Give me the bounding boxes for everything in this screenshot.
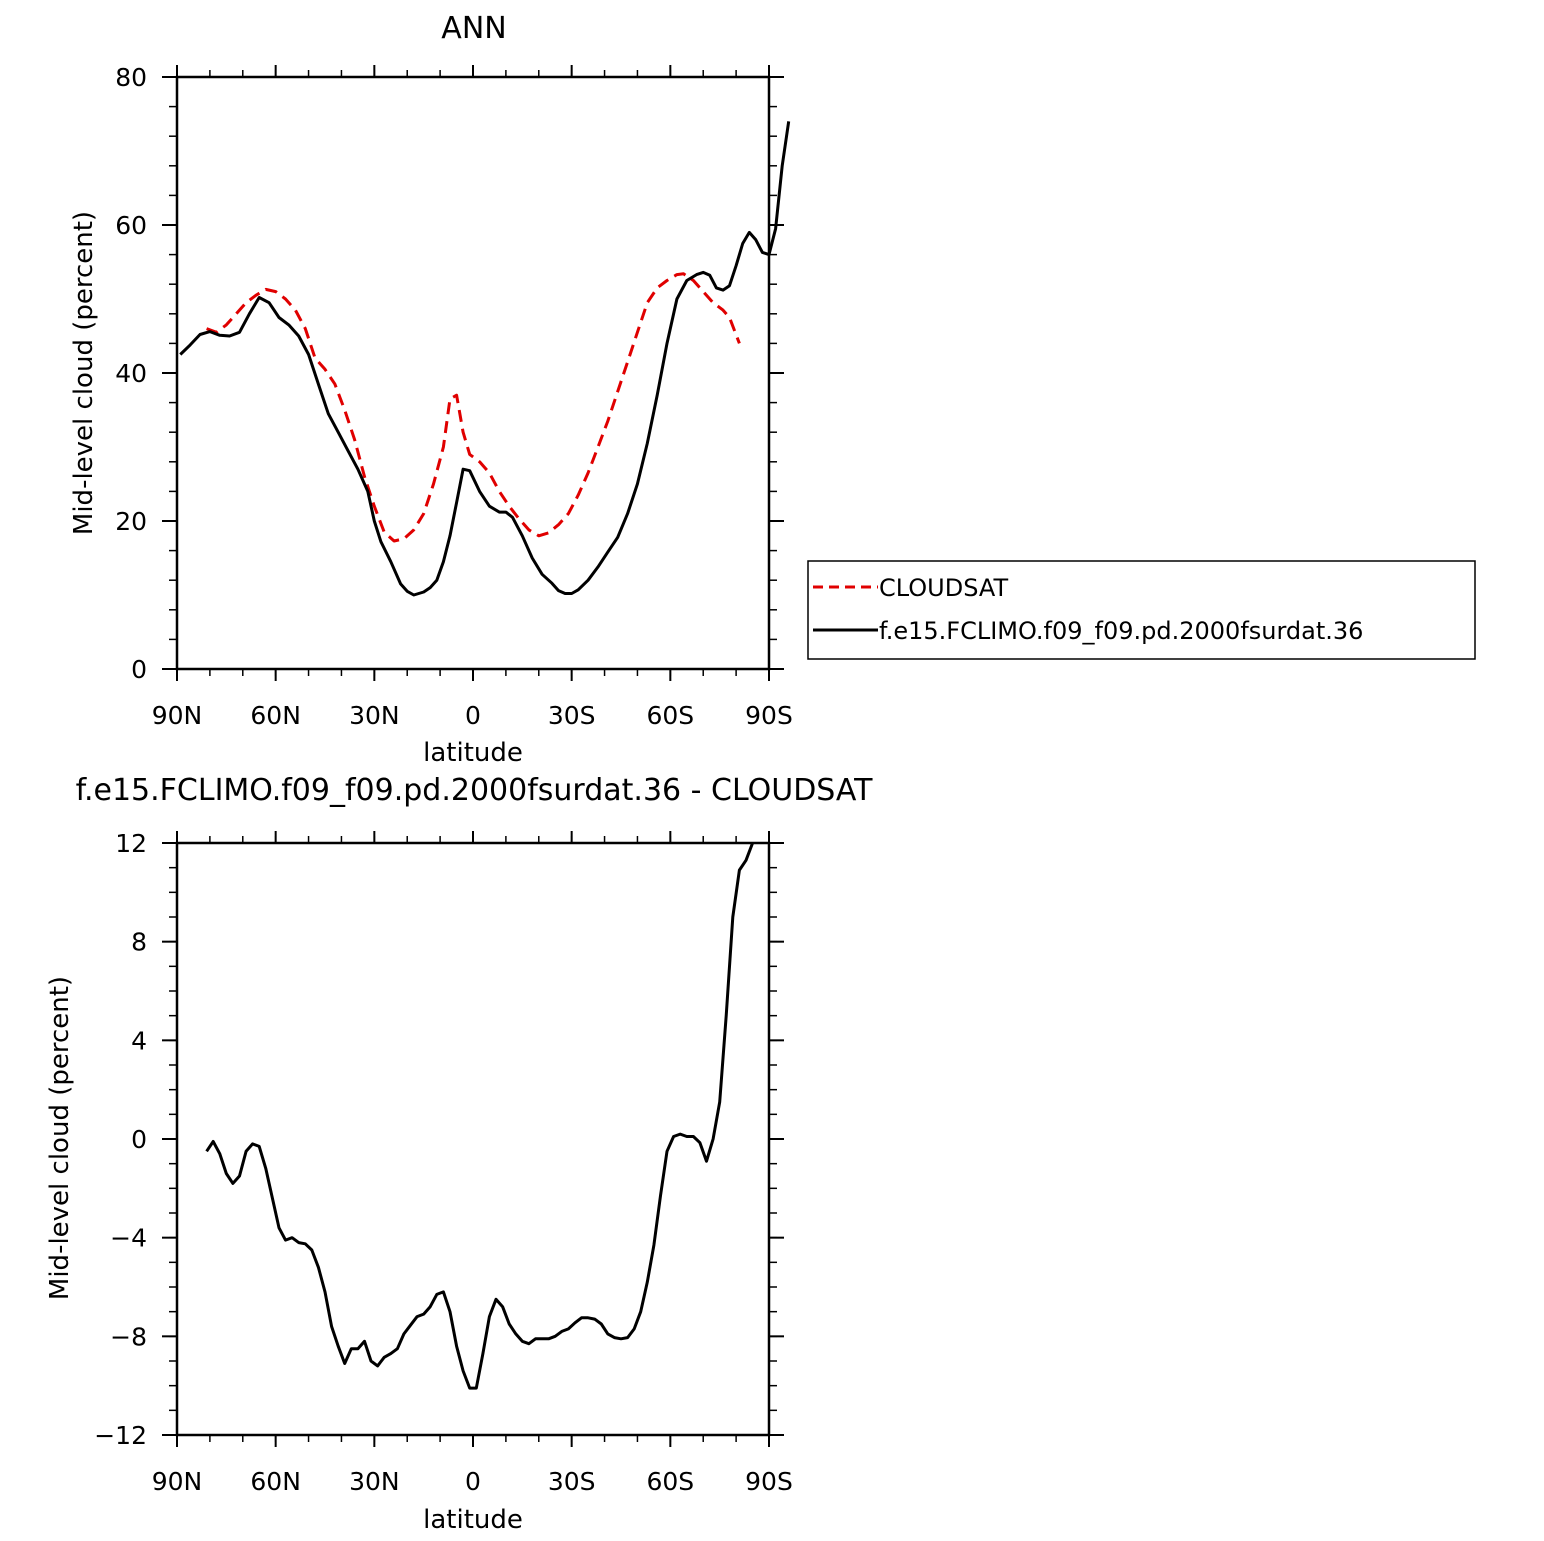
x-tick-label: 60N [250, 1467, 301, 1496]
y-tick-label: 0 [131, 655, 147, 684]
y-tick-label: 60 [115, 211, 147, 240]
bottom-y-axis-label: Mid-level cloud (percent) [45, 976, 75, 1300]
top-axis-ticks [162, 65, 784, 681]
top-panel-title: ANN [441, 11, 506, 46]
bottom-axis-ticks [162, 831, 784, 1447]
y-tick-label: 4 [131, 1026, 147, 1055]
bottom-y-tick-labels: −12 −8 −4 0 4 8 12 [94, 829, 147, 1450]
y-tick-label: 40 [115, 359, 147, 388]
y-tick-label: −12 [94, 1421, 147, 1450]
y-tick-label: −8 [110, 1322, 147, 1351]
series-line-2 [179, 121, 791, 597]
top-panel: ANN 90N 60N 30N 0 30S 60S 90S 0 20 40 60 80 latitu… [69, 11, 793, 768]
bottom-panel-title: f.e15.FCLIMO.f09_f09.pd.2000fsurdat.36 -… [76, 773, 874, 808]
top-y-tick-labels: 0 20 40 60 80 [115, 63, 147, 684]
legend: CLOUDSAT f.e15.FCLIMO.f09_f09.pd.2000fsu… [807, 560, 1476, 660]
x-tick-label: 60S [646, 701, 694, 730]
y-tick-label: 12 [115, 829, 147, 858]
bottom-x-axis-label: latitude [423, 1505, 523, 1535]
series-line-1 [206, 272, 741, 543]
top-plot-frame [175, 75, 771, 671]
y-tick-label: 20 [115, 507, 147, 536]
bottom-panel: f.e15.FCLIMO.f09_f09.pd.2000fsurdat.36 -… [45, 773, 873, 1535]
x-tick-label: 30S [548, 701, 596, 730]
legend-label-cloudsat: CLOUDSAT [879, 574, 1008, 602]
top-x-tick-labels: 90N 60N 30N 0 30S 60S 90S [152, 701, 793, 730]
y-tick-label: 8 [131, 928, 147, 957]
x-tick-label: 0 [465, 701, 481, 730]
bottom-plot-frame [175, 841, 771, 1437]
y-tick-label: −4 [110, 1224, 147, 1253]
x-tick-label: 90S [745, 701, 793, 730]
x-tick-label: 0 [465, 1467, 481, 1496]
x-tick-label: 30S [548, 1467, 596, 1496]
y-tick-label: 0 [131, 1125, 147, 1154]
x-tick-label: 90N [152, 1467, 203, 1496]
bottom-x-tick-labels: 90N 60N 30N 0 30S 60S 90S [152, 1467, 793, 1496]
x-tick-label: 30N [349, 701, 400, 730]
x-tick-label: 90S [745, 1467, 793, 1496]
x-tick-label: 30N [349, 1467, 400, 1496]
legend-label-model: f.e15.FCLIMO.f09_f09.pd.2000fsurdat.36 [879, 617, 1363, 645]
bottom-series-group [205, 843, 755, 1390]
legend-box [807, 560, 1476, 660]
top-series-group [179, 121, 791, 597]
x-tick-label: 90N [152, 701, 203, 730]
x-tick-label: 60S [646, 1467, 694, 1496]
x-tick-label: 60N [250, 701, 301, 730]
series-line-1 [205, 843, 755, 1390]
top-y-axis-label: Mid-level cloud (percent) [69, 211, 99, 535]
top-x-axis-label: latitude [423, 738, 523, 768]
y-tick-label: 80 [115, 63, 147, 92]
